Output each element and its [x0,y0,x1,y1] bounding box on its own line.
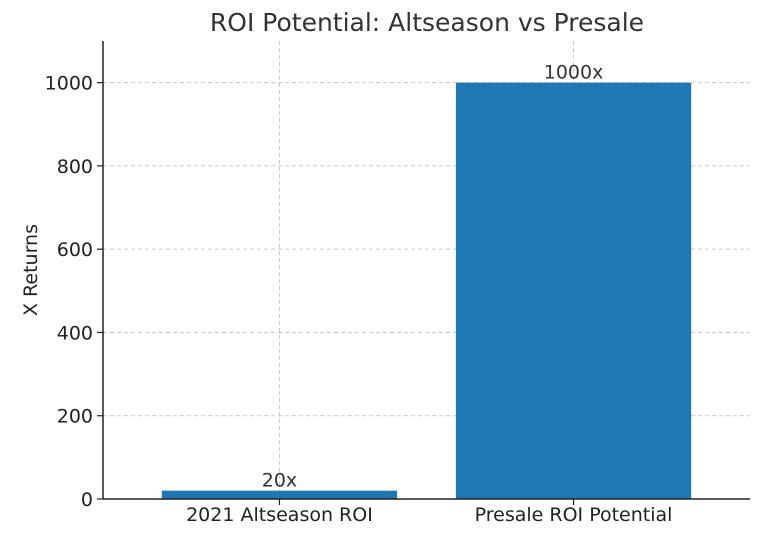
data-labels: 20x 1000x [262,62,604,492]
y-ticks: 0 200 400 600 800 1000 [45,73,103,511]
y-tick-label: 1000 [45,73,93,95]
y-tick-label: 400 [57,322,93,344]
y-tick-label: 0 [81,489,93,511]
bar [161,490,398,499]
y-tick-label: 200 [57,406,93,428]
y-tick-label: 600 [57,239,93,261]
chart-title: ROI Potential: Altseason vs Presale [210,8,644,37]
x-tick-label: Presale ROI Potential [475,504,673,526]
x-ticks: 2021 Altseason ROI Presale ROI Potential [186,499,672,526]
bar [455,82,692,500]
bars [161,82,692,500]
y-axis-label: X Returns [20,224,42,316]
x-tick-label: 2021 Altseason ROI [186,504,373,526]
bar-value-label: 1000x [544,62,604,84]
y-tick-label: 800 [57,156,93,178]
axes [102,41,750,500]
bar-value-label: 20x [262,470,297,492]
